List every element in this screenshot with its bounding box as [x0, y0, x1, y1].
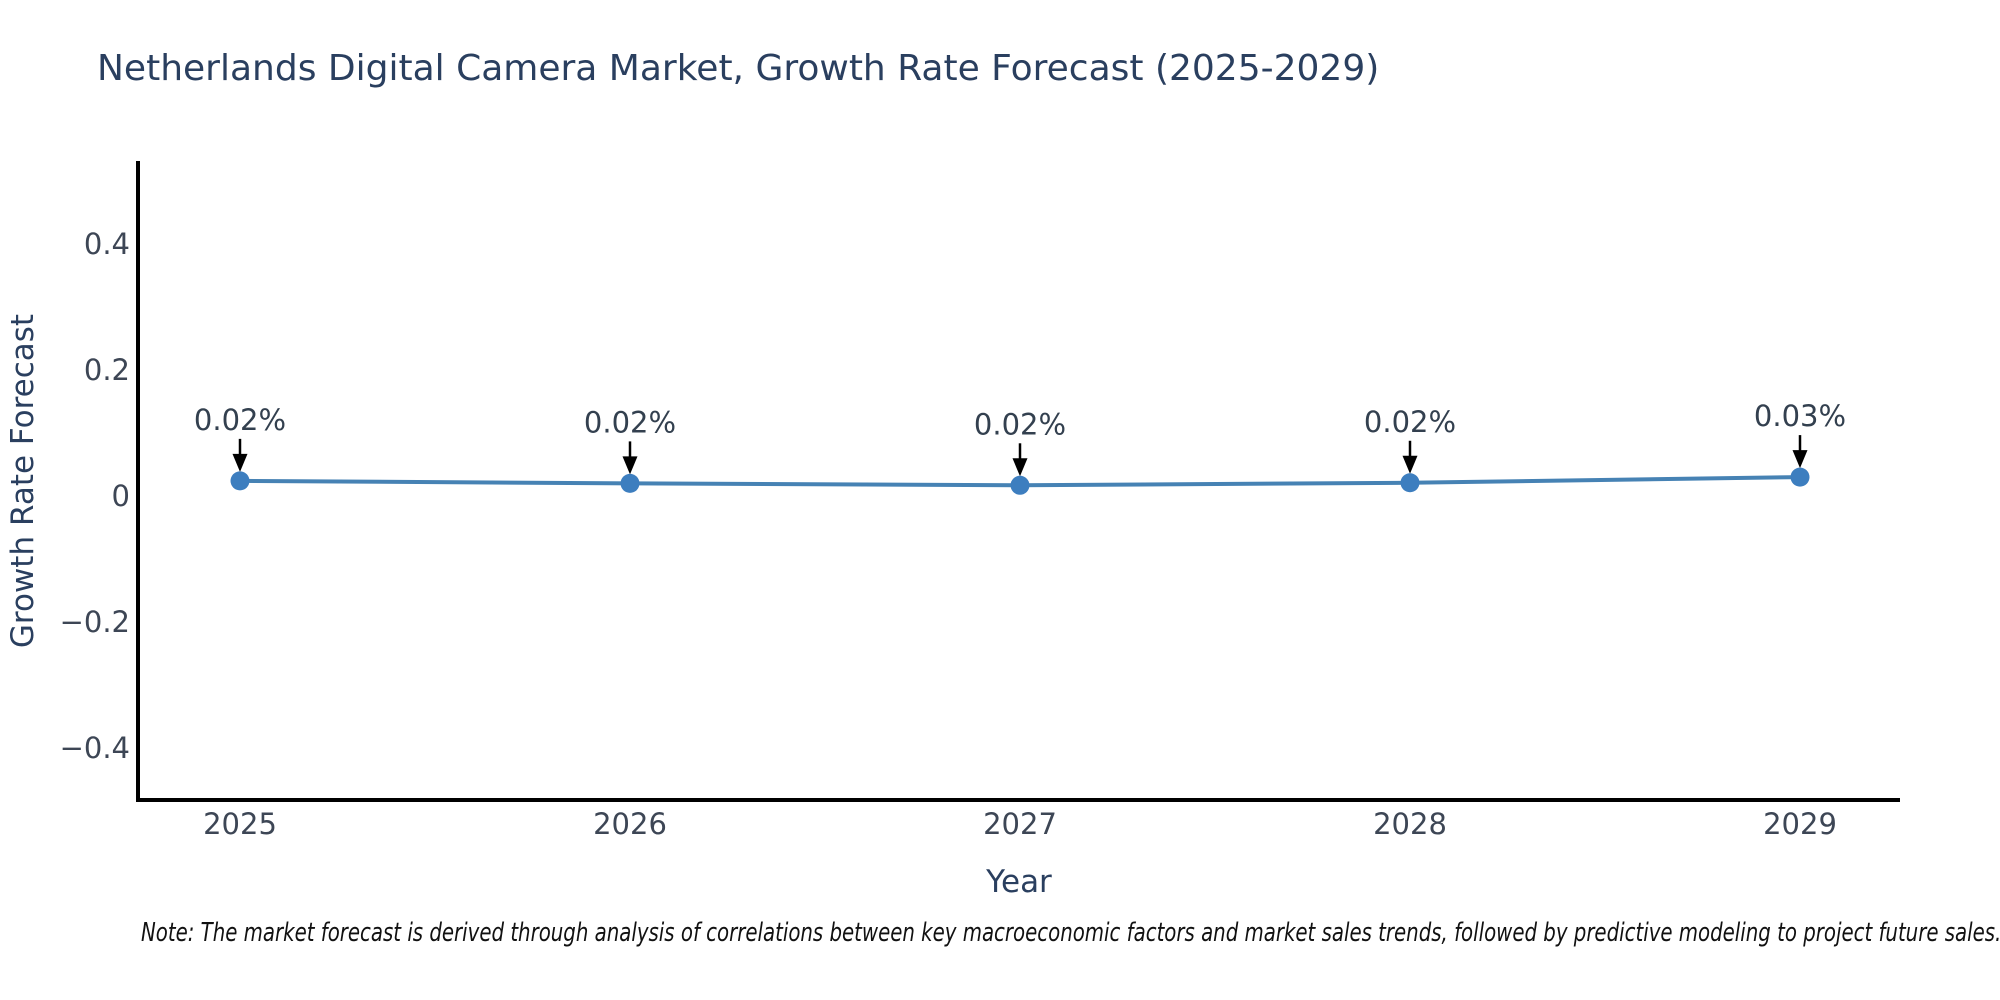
- x-tick-label: 2026: [593, 807, 667, 841]
- x-tick-label: 2027: [983, 807, 1057, 841]
- point-value-label: 0.02%: [194, 403, 286, 437]
- data-point-marker: [1010, 475, 1030, 495]
- plot-area: 0.4 0.2 0 −0.2 −0.4 2025 2026 2027 2028 2029 0.02%…: [60, 227, 1846, 841]
- point-value-label: 0.03%: [1754, 399, 1846, 433]
- y-tick-label: −0.4: [60, 731, 130, 765]
- point-value-label: 0.02%: [974, 407, 1066, 441]
- x-tick-label: 2025: [203, 807, 277, 841]
- data-point-marker: [620, 473, 640, 493]
- y-tick-label: −0.2: [60, 605, 130, 639]
- x-axis-title: Year: [985, 864, 1052, 900]
- y-axis-title: Growth Rate Forecast: [5, 314, 41, 648]
- data-point-marker: [230, 471, 250, 491]
- data-point-marker: [1790, 467, 1810, 487]
- y-tick-label: 0.2: [84, 353, 130, 387]
- y-tick-label: 0.4: [84, 227, 130, 261]
- footnote: Note: The market forecast is derived thr…: [141, 918, 2000, 947]
- point-value-label: 0.02%: [1364, 405, 1456, 439]
- annotation-arrow-head: [622, 456, 638, 475]
- annotation-arrow-head: [1402, 455, 1418, 474]
- x-tick-label: 2028: [1373, 807, 1447, 841]
- chart-title: Netherlands Digital Camera Market, Growt…: [97, 48, 1379, 89]
- y-tick-label: 0: [112, 479, 130, 513]
- point-value-label: 0.02%: [584, 405, 676, 439]
- annotation-arrow-head: [232, 453, 248, 472]
- annotation-arrow-head: [1012, 458, 1028, 477]
- data-point-marker: [1400, 473, 1420, 493]
- x-tick-label: 2029: [1763, 807, 1837, 841]
- annotation-arrow-head: [1792, 450, 1808, 469]
